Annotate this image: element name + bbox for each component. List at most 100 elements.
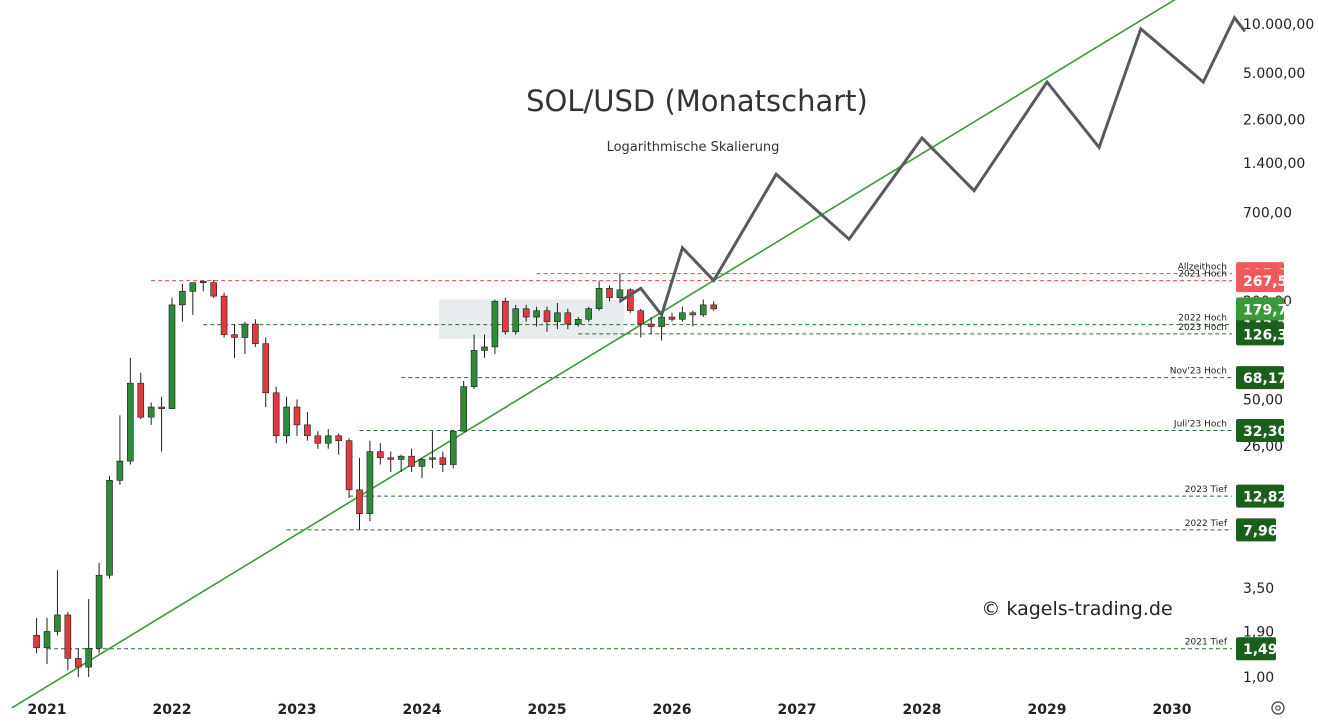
- axes-layer: 10.000,00 5.000,00 2.600,00 1.400,00 700,00 5…: [28, 17, 1315, 718]
- candle-64: [699, 299, 707, 318]
- candle-39: [439, 451, 447, 473]
- candles-layer: [33, 273, 717, 677]
- trendline-layer: [11, 0, 1176, 709]
- candle-body-45: [502, 300, 509, 333]
- candle-body-19: [231, 334, 238, 338]
- level-7-badge: [1236, 518, 1276, 542]
- level-name-3: 2023 Hoch: [1178, 323, 1227, 333]
- candle-26: [304, 411, 311, 441]
- candle-52: [574, 317, 582, 327]
- candle-body-42: [470, 350, 478, 387]
- candle-body-9: [127, 382, 134, 462]
- candle-body-30: [345, 440, 353, 491]
- level-6-badge-label: 12,82: [1243, 490, 1287, 506]
- level-1-badge-label: 267,52: [1243, 274, 1297, 290]
- candle-body-60: [658, 316, 665, 327]
- candle-body-18: [220, 295, 228, 335]
- candle-63: [689, 310, 697, 327]
- candle-9: [127, 357, 134, 465]
- level-name-1: 2021 Hoch: [1178, 270, 1227, 280]
- candle-body-29: [335, 435, 342, 441]
- candle-body-27: [314, 435, 322, 444]
- candle-body-26: [304, 424, 311, 437]
- current-price-badge-label: 179,71: [1243, 302, 1297, 318]
- candle-2: [54, 570, 61, 636]
- candle-59: [647, 317, 655, 335]
- x-tick-label-6: 2027: [778, 702, 817, 718]
- level-7-badge-label: 7,96: [1243, 523, 1278, 539]
- level-name-4: Nov'23 Hoch: [1170, 367, 1227, 377]
- candle-body-24: [283, 406, 290, 437]
- candle-body-48: [533, 310, 540, 318]
- candle-58: [637, 308, 645, 338]
- candle-body-23: [272, 392, 280, 437]
- candle-22: [262, 337, 270, 408]
- candle-53: [585, 306, 592, 322]
- consolidation-box-layer: [438, 299, 624, 339]
- candle-17: [210, 279, 217, 298]
- candle-body-59: [647, 323, 655, 327]
- candle-body-54: [595, 288, 603, 310]
- candle-body-32: [366, 451, 374, 515]
- candle-57: [627, 288, 634, 313]
- candle-28: [324, 429, 332, 449]
- candle-6: [95, 562, 103, 654]
- candle-8: [116, 415, 124, 485]
- candle-19: [231, 324, 238, 358]
- x-tick-label-9: 2030: [1153, 702, 1192, 718]
- settings-gear-icon[interactable]: [1271, 701, 1285, 715]
- candle-49: [543, 306, 551, 332]
- candle-35: [397, 454, 405, 473]
- candle-44: [491, 299, 499, 355]
- y-tick-label-5: 50,00: [1243, 393, 1283, 409]
- candle-20: [241, 321, 249, 355]
- level-name-2: 2022 Hoch: [1178, 314, 1227, 324]
- y-tick-label-2: 2.600,00: [1243, 112, 1305, 128]
- candle-1: [43, 617, 51, 665]
- level-8-badge: [1236, 637, 1276, 661]
- candle-3: [64, 612, 72, 671]
- candle-body-35: [397, 455, 405, 460]
- candle-48: [533, 306, 540, 327]
- level-name-6: 2023 Tief: [1185, 485, 1228, 495]
- consolidation-box: [438, 299, 624, 339]
- y-tick-label-0: 10.000,00: [1243, 17, 1314, 33]
- candle-body-57: [627, 289, 634, 312]
- candle-body-47: [522, 308, 530, 318]
- candle-body-15: [189, 282, 197, 292]
- candle-31: [356, 457, 363, 530]
- y-tick-label-8: 1,90: [1243, 624, 1274, 640]
- candle-body-4: [74, 658, 82, 668]
- candle-body-43: [481, 346, 488, 351]
- x-tick-label-1: 2022: [153, 702, 192, 718]
- candle-body-28: [324, 435, 332, 444]
- candle-body-62: [679, 312, 686, 320]
- y-tick-label-6: 26,00: [1243, 439, 1283, 455]
- candle-13: [168, 297, 176, 409]
- chart-title: SOL/USD (Monatschart): [526, 84, 868, 118]
- candle-50: [554, 303, 561, 330]
- candle-body-2: [54, 614, 61, 632]
- level-name-5: Juli'23 Hoch: [1173, 420, 1227, 430]
- candle-15: [189, 282, 197, 315]
- level-3-badge-label: 126,35: [1243, 327, 1297, 343]
- badges-layer: 295,31267,52143,71126,3568,1732,3012,827…: [1236, 262, 1297, 661]
- candle-body-8: [116, 460, 124, 481]
- projection-path: [619, 14, 1247, 319]
- level-8-badge-label: 1,49: [1243, 642, 1278, 658]
- candle-24: [283, 396, 290, 444]
- candle-body-55: [606, 288, 613, 299]
- candle-body-44: [491, 300, 499, 348]
- candle-14: [179, 284, 186, 322]
- candle-body-11: [147, 406, 155, 418]
- candle-38: [429, 431, 436, 469]
- x-tick-label-7: 2028: [903, 702, 942, 718]
- level-name-0: Allzeithoch: [1178, 263, 1227, 273]
- candle-40: [449, 430, 457, 469]
- candle-body-6: [95, 574, 103, 649]
- candle-body-39: [439, 457, 447, 465]
- candle-body-10: [137, 382, 145, 418]
- candle-body-34: [387, 457, 395, 460]
